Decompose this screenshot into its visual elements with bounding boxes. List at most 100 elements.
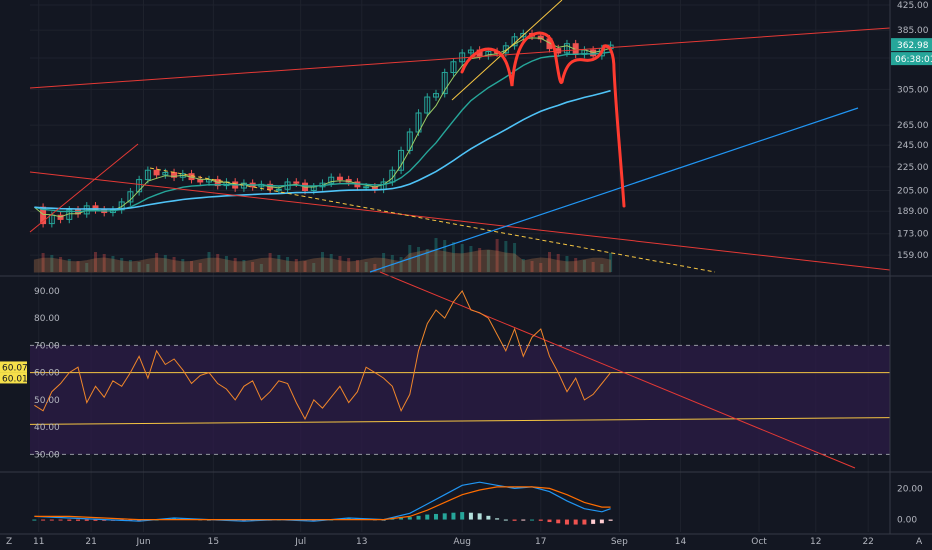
- rsi-label-1: 60.01: [2, 374, 28, 384]
- rsi-tick-label-1: 80.00: [34, 314, 60, 324]
- macd-hist-bar-98: [460, 512, 465, 520]
- volume-bar-37: [355, 260, 359, 272]
- volume-bar-8: [102, 254, 106, 272]
- x-tick-label-4: Jul: [294, 537, 306, 547]
- x-tick-label-5: 13: [356, 537, 367, 547]
- macd-hist-bar-6: [58, 519, 63, 521]
- volume-bar-33: [320, 252, 324, 272]
- x-tick-label-11: 12: [810, 537, 821, 547]
- volume-bar-54: [504, 241, 508, 272]
- volume-bar-44: [417, 247, 421, 272]
- rsi-panel[interactable]: [29, 271, 891, 469]
- macd-hist-bar-12: [84, 519, 89, 521]
- volume-bar-31: [303, 261, 307, 272]
- x-tick-label-10: Oct: [751, 537, 767, 547]
- x-tick-label-2: Jun: [135, 537, 150, 547]
- macd-hist-bar-86: [407, 517, 412, 520]
- macd-line: [34, 481, 611, 522]
- volume-bar-40: [382, 253, 386, 272]
- price-tick-label-4: 265.00: [897, 121, 929, 131]
- volume-bar-48: [451, 242, 455, 272]
- candle-body-50: [467, 49, 474, 54]
- rsi-label-0: 60.07: [2, 363, 28, 373]
- volume-bar-35: [338, 256, 342, 272]
- rsi-badge-0: [0, 361, 27, 373]
- price-tick-label-9: 173.00: [897, 230, 929, 240]
- rsi-tick-label-5: 40.00: [34, 423, 60, 433]
- macd-hist-bar-120: [556, 519, 561, 524]
- macd-hist-bar-32: [172, 518, 177, 520]
- countdown-label: 06:38:01: [895, 55, 932, 65]
- price-tick-label-8: 189.00: [897, 207, 929, 217]
- volume-bar-4: [67, 259, 71, 272]
- x-tick-label-0: 11: [33, 537, 44, 547]
- volume-bar-20: [207, 252, 211, 272]
- volume-bar-2: [50, 255, 54, 272]
- volume-bar-59: [547, 252, 551, 272]
- macd-hist-bar-90: [425, 514, 430, 520]
- macd-hist-bar-124: [573, 519, 578, 525]
- volume-bar-49: [460, 244, 464, 272]
- countdown-badge: [891, 52, 932, 66]
- volume-bar-3: [59, 257, 63, 272]
- macd-hist-bar-118: [547, 519, 552, 523]
- axes: [0, 0, 932, 535]
- x-tick-label-9: 14: [675, 537, 687, 547]
- candle-body-45: [424, 96, 431, 114]
- volume-bar-41: [390, 255, 394, 272]
- rsi-tick-label-6: 30.00: [34, 450, 60, 460]
- macd-hist-bar-116: [538, 519, 543, 521]
- macd-hist-bar-92: [433, 513, 438, 520]
- volume-bar-12: [137, 262, 141, 272]
- price-tick-label-1: 385.00: [897, 26, 929, 36]
- volume-bar-57: [530, 261, 534, 272]
- rsi-tick-label-4: 50.00: [34, 396, 60, 406]
- macd-hist-bar-8: [67, 519, 72, 521]
- volume-bar-9: [111, 256, 115, 272]
- volume-bar-61: [565, 256, 569, 272]
- candle-body-12: [136, 179, 143, 193]
- macd-hist-bar-72: [346, 518, 351, 520]
- macd-hist-bar-88: [416, 515, 421, 520]
- rsi-tick-label-2: 70.00: [34, 341, 60, 351]
- volume-bar-30: [294, 259, 298, 272]
- volume-bar-45: [425, 249, 429, 272]
- volume-bar-39: [373, 264, 377, 272]
- rsi-line: [34, 289, 611, 421]
- price-panel[interactable]: [29, 0, 891, 273]
- rsi-tick-label-3: 60.00: [34, 369, 60, 379]
- rsi-band: [30, 345, 890, 455]
- axis-corner-left: Z: [6, 537, 12, 547]
- volume-bar-60: [556, 254, 560, 272]
- volume-bar-62: [574, 258, 578, 272]
- candle-body-46: [432, 93, 439, 98]
- macd-panel[interactable]: [32, 481, 613, 525]
- trendline-steep-yellow: [451, 0, 563, 101]
- rsi-rising-yellow: [29, 417, 891, 425]
- last-price-badge: [891, 38, 932, 52]
- price-tick-label-0: 425.00: [897, 1, 929, 11]
- x-tick-label-8: Sep: [611, 537, 628, 547]
- volume-bar-1: [41, 253, 45, 272]
- price-tick-label-10: 159.00: [897, 251, 929, 261]
- candle-body-56: [520, 32, 527, 38]
- volume-bar-38: [364, 262, 368, 272]
- volume-bar-18: [190, 261, 194, 272]
- last-price-label: 362.98: [897, 41, 929, 51]
- volume-bar-27: [268, 253, 272, 272]
- rsi-falling-red: [379, 271, 856, 469]
- candle-body-38: [363, 186, 370, 189]
- x-tick-label-1: 21: [85, 537, 96, 547]
- volume-bar-6: [85, 263, 89, 272]
- macd-hist-bar-84: [399, 517, 404, 520]
- volume-bar-22: [224, 256, 228, 272]
- volume-bar-10: [120, 258, 124, 272]
- volume-bar-23: [233, 258, 237, 272]
- ema-slow-line: [34, 89, 611, 210]
- volume-bar-29: [286, 257, 290, 272]
- trendline-blue: [369, 107, 859, 273]
- trendline-lower-red: [29, 171, 891, 271]
